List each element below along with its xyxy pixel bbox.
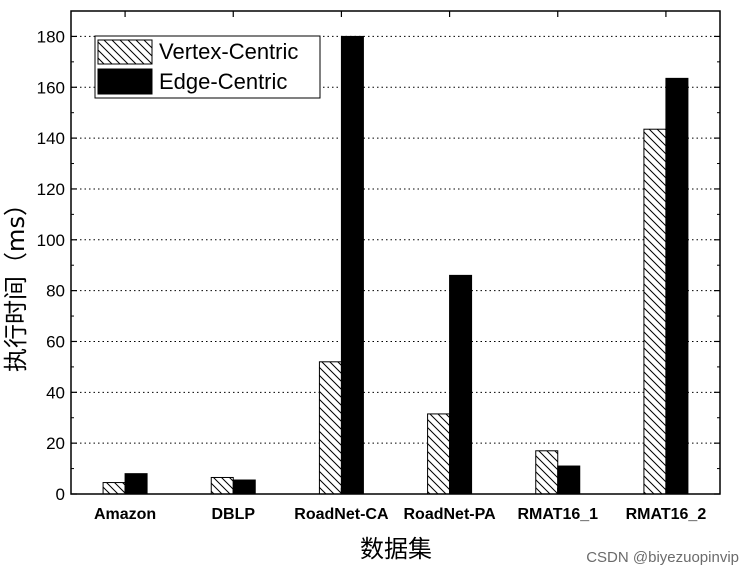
- plot-frame: [70, 10, 721, 495]
- bar-edge-centric-roadnet-ca: [340, 35, 364, 495]
- x-tick-label: RMAT16_2: [626, 506, 707, 523]
- y-axis-title: 执行时间（ms）: [2, 192, 30, 372]
- x-tick-label: DBLP: [211, 506, 255, 523]
- bar-vertex-centric-rmat16_1: [535, 450, 559, 495]
- y-tick-label: 140: [37, 129, 65, 148]
- bar-vertex-centric-roadnet-ca: [318, 361, 342, 495]
- y-tick-label: 160: [37, 78, 65, 97]
- bar-edge-centric-amazon: [124, 473, 148, 495]
- y-tick-label: 120: [37, 180, 65, 199]
- bars: [102, 35, 689, 495]
- x-tick-label: RMAT16_1: [517, 506, 598, 523]
- x-tick-label: RoadNet-CA: [294, 506, 389, 523]
- bar-vertex-centric-roadnet-pa: [427, 413, 451, 495]
- bar-edge-centric-rmat16_1: [557, 465, 581, 495]
- bar-vertex-centric-amazon: [102, 482, 126, 495]
- y-tick-label: 0: [56, 485, 65, 504]
- y-tick-label: 100: [37, 231, 65, 250]
- y-tick-label: 180: [37, 27, 65, 46]
- y-tick-label: 60: [46, 332, 65, 351]
- legend: Vertex-Centric Edge-Centric: [94, 35, 321, 99]
- y-tick-labels: 0 20 40 60 80 100 120 140 160 180: [37, 27, 65, 504]
- bar-edge-centric-rmat16_2: [665, 77, 689, 495]
- grid-lines: [71, 35, 720, 444]
- legend-swatch-edge-centric: [97, 68, 153, 95]
- bar-edge-centric-dblp: [232, 479, 256, 495]
- bar-vertex-centric-rmat16_2: [643, 128, 667, 495]
- legend-label-edge-centric: Edge-Centric: [159, 69, 287, 94]
- bar-edge-centric-roadnet-pa: [449, 274, 473, 495]
- axis-ticks: [71, 11, 720, 495]
- y-tick-label: 20: [46, 434, 65, 453]
- y-tick-label: 40: [46, 383, 65, 402]
- x-tick-label: Amazon: [94, 506, 156, 523]
- x-tick-label: RoadNet-PA: [404, 506, 497, 523]
- bar-vertex-centric-dblp: [210, 476, 234, 495]
- watermark: CSDN @biyezuopinvip: [586, 549, 739, 566]
- y-tick-label: 80: [46, 282, 65, 301]
- legend-label-vertex-centric: Vertex-Centric: [159, 39, 298, 64]
- legend-swatch-vertex-centric: [97, 39, 153, 65]
- x-axis-title: 数据集: [360, 535, 432, 563]
- x-tick-labels: Amazon DBLP RoadNet-CA RoadNet-PA RMAT16_1 RM…: [94, 506, 706, 523]
